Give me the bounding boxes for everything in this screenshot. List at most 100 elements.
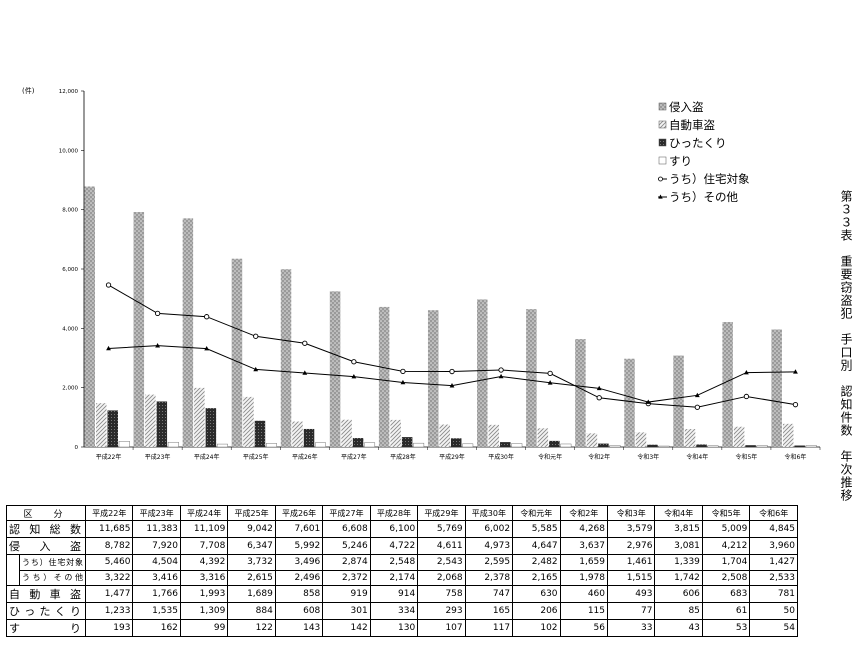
table-cell: 3,815 xyxy=(654,520,703,539)
bar-4 xyxy=(315,442,326,448)
table-cell: 1,993 xyxy=(179,584,229,603)
table-cell: 1,704 xyxy=(701,554,751,571)
bar-2 xyxy=(586,433,598,447)
bar-3 xyxy=(303,428,315,447)
bar-4 xyxy=(707,445,719,448)
table-row-label: うち）住宅対象 xyxy=(18,554,87,571)
table-header-row: 区 分平成22年 平成23年 平成24年 平成25年 平成26年 平成27年 平成28年 平成… xyxy=(5,504,798,522)
table-cell: 1,742 xyxy=(654,569,703,586)
y-tick-label: 6,000 xyxy=(62,267,78,273)
line-point-triangle xyxy=(106,345,111,351)
x-tick-label: 令和6年 xyxy=(785,453,807,461)
table-cell: 4,268 xyxy=(559,520,609,539)
bar-1 xyxy=(427,310,439,447)
line-point-triangle xyxy=(351,374,357,379)
table-row: 自動車盗 1,477 1,766 1,993 1,689 858 919 914 758 747 6… xyxy=(5,584,798,603)
table-cell: 33 xyxy=(606,618,656,637)
table-row: ひったくり 1,233 1,535 1,309 884 608 301 334 293 165 20… xyxy=(5,601,798,620)
bar-4 xyxy=(560,443,572,448)
data-table: 区 分平成22年 平成23年 平成24年 平成25年 平成26年 平成27年 平成28年 平成… xyxy=(5,504,798,637)
bar-2 xyxy=(194,387,205,447)
bar-4 xyxy=(756,445,768,448)
table-cell: 115 xyxy=(559,601,609,620)
table-header-year: 平成22年 xyxy=(85,504,134,522)
table-cell: 5,769 xyxy=(417,520,466,539)
bar-3 xyxy=(549,440,560,447)
bar-4 xyxy=(266,443,277,448)
bar-1 xyxy=(280,269,292,447)
table-header-year: 令和6年 xyxy=(749,504,798,522)
y-tick-label: 8,000 xyxy=(62,208,78,214)
table-cell: 2,548 xyxy=(369,554,419,571)
table-cell: 5,992 xyxy=(274,537,324,556)
line-point-triangle xyxy=(204,346,210,351)
x-tick-label: 令和4年 xyxy=(686,453,708,461)
x-tick-label: 平成29年 xyxy=(439,453,465,461)
table-header-year: 平成25年 xyxy=(227,504,276,522)
line-point-circle xyxy=(400,368,406,375)
bar-1 xyxy=(673,355,684,447)
table-header-year: 平成29年 xyxy=(417,504,466,522)
table-cell: 43 xyxy=(654,618,703,637)
table-cell: 2,174 xyxy=(369,569,419,586)
line-point-triangle xyxy=(498,373,504,379)
table-header-year: 平成27年 xyxy=(322,504,371,522)
bar-2 xyxy=(733,426,745,447)
x-tick-label: 平成25年 xyxy=(243,453,269,461)
line-series-1 xyxy=(108,284,796,408)
line-point-triangle xyxy=(253,366,259,372)
bar-3 xyxy=(794,445,805,447)
bar-1 xyxy=(133,212,145,447)
table-header-year: 令和2年 xyxy=(559,504,609,522)
table-cell: 4,647 xyxy=(512,537,561,556)
table-cell: 162 xyxy=(132,618,181,637)
table-cell: 606 xyxy=(654,584,703,603)
x-tick-label: 令和3年 xyxy=(637,453,659,461)
table-row-label: 認知総数 xyxy=(5,520,87,539)
line-point-triangle xyxy=(793,369,798,374)
bar-1 xyxy=(329,291,341,447)
table-cell: 9,042 xyxy=(227,520,276,539)
bar-line-chart: (件) 0 2,000 4,000 6,000 8,000 10,000 12,000 平成22… xyxy=(22,86,821,461)
bar-3 xyxy=(647,444,658,447)
table-cell: 2,372 xyxy=(322,569,371,586)
table-cell: 5,585 xyxy=(512,520,561,539)
bar-4 xyxy=(805,445,817,448)
table-header-year: 平成26年 xyxy=(274,504,324,522)
bar-3 xyxy=(107,410,118,447)
line-point-circle xyxy=(449,368,455,375)
bar-4 xyxy=(216,443,228,448)
line-point-circle xyxy=(105,282,112,288)
table-cell: 2,482 xyxy=(512,554,561,571)
table-cell: 1,978 xyxy=(559,569,609,586)
table-cell: 122 xyxy=(227,618,276,637)
table-cell: 781 xyxy=(749,584,798,603)
y-tick-label: 12,000 xyxy=(59,89,79,95)
line-point-triangle xyxy=(694,392,700,398)
x-tick-label: 平成26年 xyxy=(292,453,318,461)
table-cell: 630 xyxy=(512,584,561,603)
table-cell: 334 xyxy=(369,601,419,620)
line-point-circle xyxy=(253,333,259,339)
table-cell: 1,339 xyxy=(654,554,703,571)
table-row: うち）住宅対象 5,460 4,504 4,392 3,732 3,496 2,874 2,5… xyxy=(6,554,798,571)
bar-2 xyxy=(537,428,549,447)
table-header-year: 令和元年 xyxy=(512,504,561,522)
table-cell: 193 xyxy=(85,618,134,637)
table-cell: 6,002 xyxy=(464,520,514,539)
bar-4 xyxy=(511,443,523,448)
table-cell: 3,316 xyxy=(179,569,229,586)
bar-2 xyxy=(439,424,450,447)
table-cell: 4,392 xyxy=(179,554,229,571)
table-cell: 3,496 xyxy=(274,554,324,571)
table-cell: 2,976 xyxy=(606,537,656,556)
table-cell: 1,515 xyxy=(606,569,656,586)
table-cell: 7,601 xyxy=(274,520,324,539)
bar-3 xyxy=(205,408,217,447)
table-cell: 1,309 xyxy=(179,601,229,620)
x-tick-label: 平成30年 xyxy=(488,453,514,461)
line-point-triangle xyxy=(155,343,160,348)
line-point-circle xyxy=(743,393,750,400)
line-point-circle xyxy=(792,402,799,408)
table-cell: 4,212 xyxy=(701,537,751,556)
